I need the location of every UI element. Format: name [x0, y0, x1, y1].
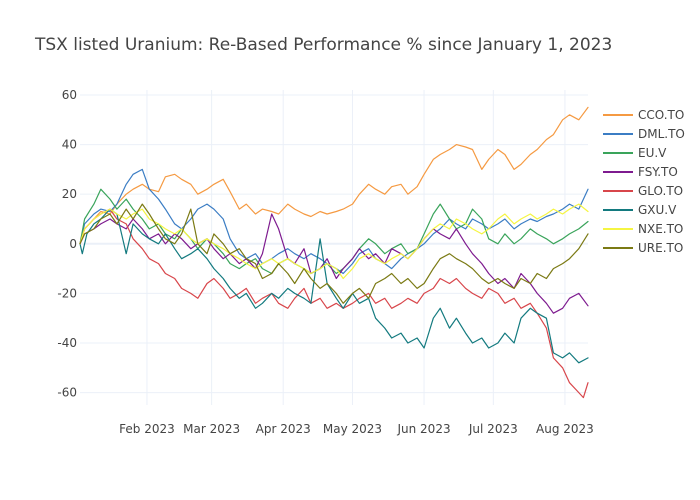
legend: CCO.TO DML.TO EU.V FSY.TO GLO.TO GXU.V NXE.TO U…: [603, 108, 685, 255]
x-tick-label: Apr 2023: [256, 422, 311, 436]
y-axis: 60 40 20 0 -20 -40 -60: [57, 88, 77, 400]
legend-item-gxu-v[interactable]: GXU.V: [603, 203, 677, 217]
legend-item-dml-to[interactable]: DML.TO: [603, 127, 685, 141]
x-tick-label: Jul 2023: [468, 422, 518, 436]
chart-title: TSX listed Uranium: Re-Based Performance…: [34, 35, 612, 55]
series-line-glo-to: [79, 208, 589, 399]
y-tick-label: 40: [62, 138, 77, 152]
legend-item-glo-to[interactable]: GLO.TO: [603, 184, 683, 198]
y-tick-label: 60: [62, 88, 77, 102]
series-line-cco-to: [79, 106, 589, 245]
legend-label: EU.V: [638, 146, 667, 160]
x-tick-label: Feb 2023: [119, 422, 175, 436]
legend-label: GLO.TO: [638, 184, 683, 198]
x-tick-label: Aug 2023: [536, 422, 594, 436]
y-tick-label: -60: [57, 386, 77, 400]
legend-item-fsy-to[interactable]: FSY.TO: [603, 165, 678, 179]
y-tick-label: -40: [57, 336, 77, 350]
legend-label: FSY.TO: [638, 165, 678, 179]
x-axis: Feb 2023 Mar 2023 Apr 2023 May 2023 Jun 2023…: [119, 422, 594, 436]
plot-area: [79, 106, 589, 399]
legend-item-eu-v[interactable]: EU.V: [603, 146, 667, 160]
legend-label: CCO.TO: [638, 108, 684, 122]
grid-lines: [80, 90, 588, 405]
series-line-nxe-to: [79, 203, 589, 280]
legend-label: NXE.TO: [638, 222, 683, 236]
series-line-eu-v: [79, 188, 589, 275]
legend-item-cco-to[interactable]: CCO.TO: [603, 108, 684, 122]
series-line-ure-to: [79, 203, 589, 304]
y-tick-label: 20: [62, 187, 77, 201]
legend-label: URE.TO: [638, 241, 683, 255]
x-tick-label: Mar 2023: [183, 422, 240, 436]
x-tick-label: May 2023: [323, 422, 382, 436]
y-tick-label: -20: [57, 286, 77, 300]
legend-label: DML.TO: [638, 127, 685, 141]
legend-item-nxe-to[interactable]: NXE.TO: [603, 222, 683, 236]
series-line-fsy-to: [79, 213, 589, 314]
y-tick-label: 0: [69, 237, 77, 251]
legend-item-ure-to[interactable]: URE.TO: [603, 241, 683, 255]
legend-label: GXU.V: [638, 203, 677, 217]
x-tick-label: Jun 2023: [396, 422, 450, 436]
